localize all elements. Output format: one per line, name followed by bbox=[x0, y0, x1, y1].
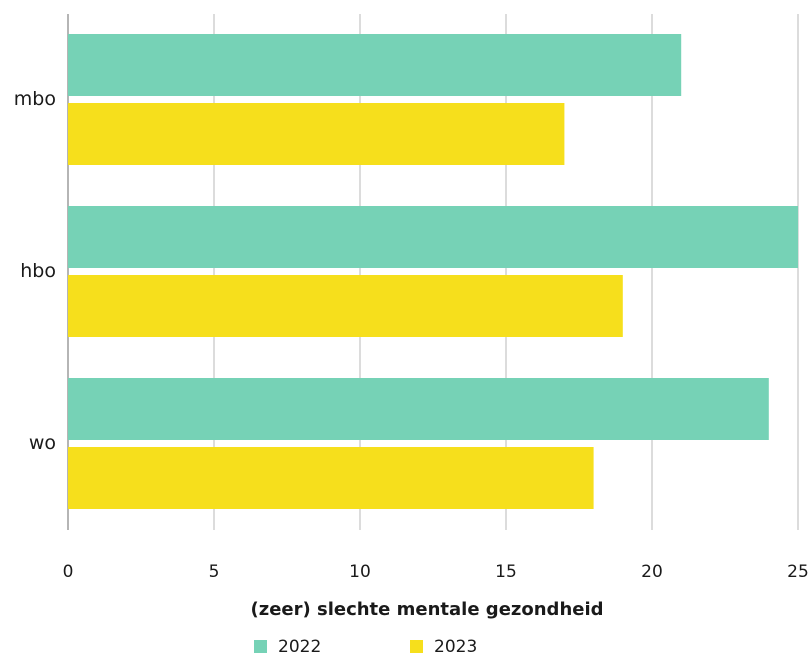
x-tick-labels: 0 5 10 15 20 25 bbox=[63, 562, 809, 582]
bar-hbo-2022 bbox=[68, 206, 798, 268]
legend-label-2023: 2023 bbox=[434, 637, 477, 657]
grid-lines bbox=[67, 14, 799, 530]
x-tick-label-25: 25 bbox=[787, 562, 809, 582]
bar-wo-2022 bbox=[68, 378, 769, 440]
x-axis-title: (zeer) slechte mentale gezondheid bbox=[250, 599, 603, 620]
x-tick-label-20: 20 bbox=[641, 562, 663, 582]
bar-mbo-2022 bbox=[68, 34, 682, 96]
category-label-wo: wo bbox=[29, 432, 56, 454]
category-label-hbo: hbo bbox=[20, 260, 56, 282]
category-labels: mbo hbo wo bbox=[14, 88, 56, 454]
legend-swatch-2022 bbox=[254, 640, 267, 653]
legend-swatch-2023 bbox=[410, 640, 423, 653]
category-label-mbo: mbo bbox=[14, 88, 56, 110]
bar-wo-2023 bbox=[68, 447, 594, 509]
x-tick-label-10: 10 bbox=[349, 562, 371, 582]
x-tick-label-15: 15 bbox=[495, 562, 517, 582]
legend-label-2022: 2022 bbox=[278, 637, 321, 657]
bar-mbo-2023 bbox=[68, 103, 565, 165]
bar-hbo-2023 bbox=[68, 275, 623, 337]
x-tick-label-5: 5 bbox=[209, 562, 220, 582]
legend: 2022 2023 bbox=[254, 637, 477, 657]
legend-item-2022: 2022 bbox=[254, 637, 321, 657]
bars bbox=[68, 34, 798, 509]
x-tick-label-0: 0 bbox=[63, 562, 74, 582]
legend-item-2023: 2023 bbox=[410, 637, 477, 657]
